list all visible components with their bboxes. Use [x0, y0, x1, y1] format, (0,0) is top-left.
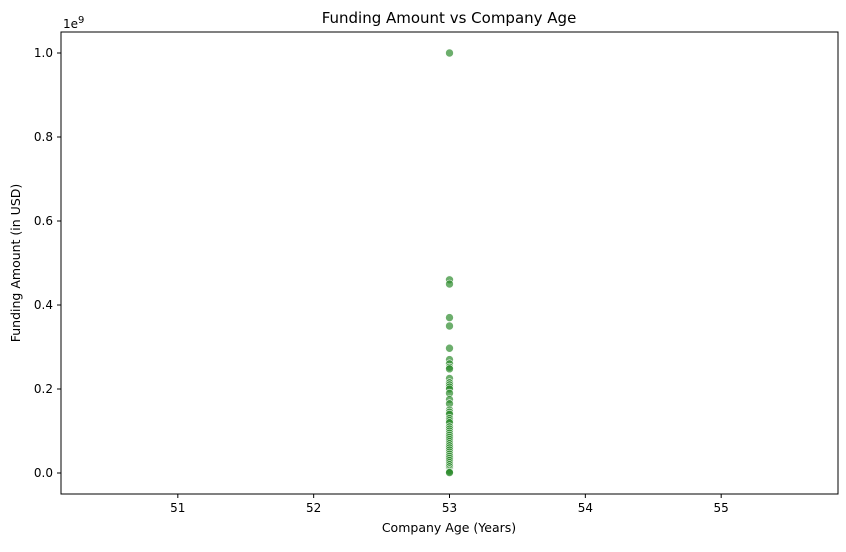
x-axis-label: Company Age (Years)	[382, 520, 516, 535]
data-point	[445, 364, 454, 374]
x-tick-label: 54	[578, 501, 593, 515]
points-layer	[445, 48, 454, 477]
data-point	[445, 321, 454, 331]
y-tick-label: 0.4	[34, 298, 53, 312]
y-tick-label: 1.0	[34, 46, 53, 60]
y-tick-label: 0.2	[34, 382, 53, 396]
data-point	[445, 343, 454, 353]
x-tick-label: 52	[306, 501, 321, 515]
y-tick-label: 0.6	[34, 214, 53, 228]
y-tick-label: 0.8	[34, 130, 53, 144]
y-tick-label: 0.0	[34, 466, 53, 480]
chart-title: Funding Amount vs Company Age	[322, 9, 577, 27]
y-axis: 0.0 0.2 0.4 0.6 0.8 1.0	[34, 46, 61, 480]
data-point	[445, 313, 454, 322]
x-tick-label: 51	[170, 501, 185, 515]
x-tick-label: 55	[714, 501, 729, 515]
x-tick-label: 53	[442, 501, 457, 515]
data-point	[445, 48, 454, 58]
data-point	[445, 468, 454, 477]
y-axis-offset-label: 1e9	[63, 15, 84, 31]
data-point	[445, 279, 454, 289]
y-axis-label: Funding Amount (in USD)	[8, 184, 23, 343]
x-axis: 51 52 53 54 55	[170, 494, 729, 515]
